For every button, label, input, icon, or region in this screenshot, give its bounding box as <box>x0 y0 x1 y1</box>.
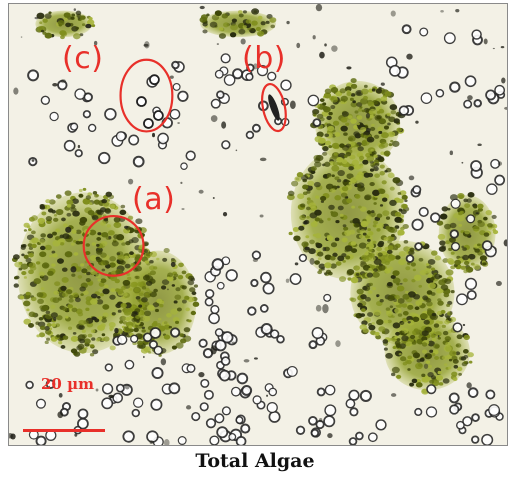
scale-bar <box>23 429 105 432</box>
micrograph-image: (c) (b) (a) 20 µm <box>8 3 508 446</box>
annotation-circle-b <box>261 82 287 133</box>
algae-clumps <box>11 8 499 395</box>
micrograph-canvas <box>9 4 507 445</box>
label-c: (c) <box>62 41 104 76</box>
label-b: (b) <box>242 41 286 76</box>
figure-caption: Total Algae <box>195 450 315 472</box>
debris-particles <box>9 4 507 445</box>
annotation-circle-c <box>119 58 174 133</box>
algae-cells <box>25 24 506 445</box>
scale-bar-label: 20 µm <box>41 375 94 393</box>
annotation-circle-a <box>82 214 145 277</box>
label-a: (a) <box>132 182 176 217</box>
